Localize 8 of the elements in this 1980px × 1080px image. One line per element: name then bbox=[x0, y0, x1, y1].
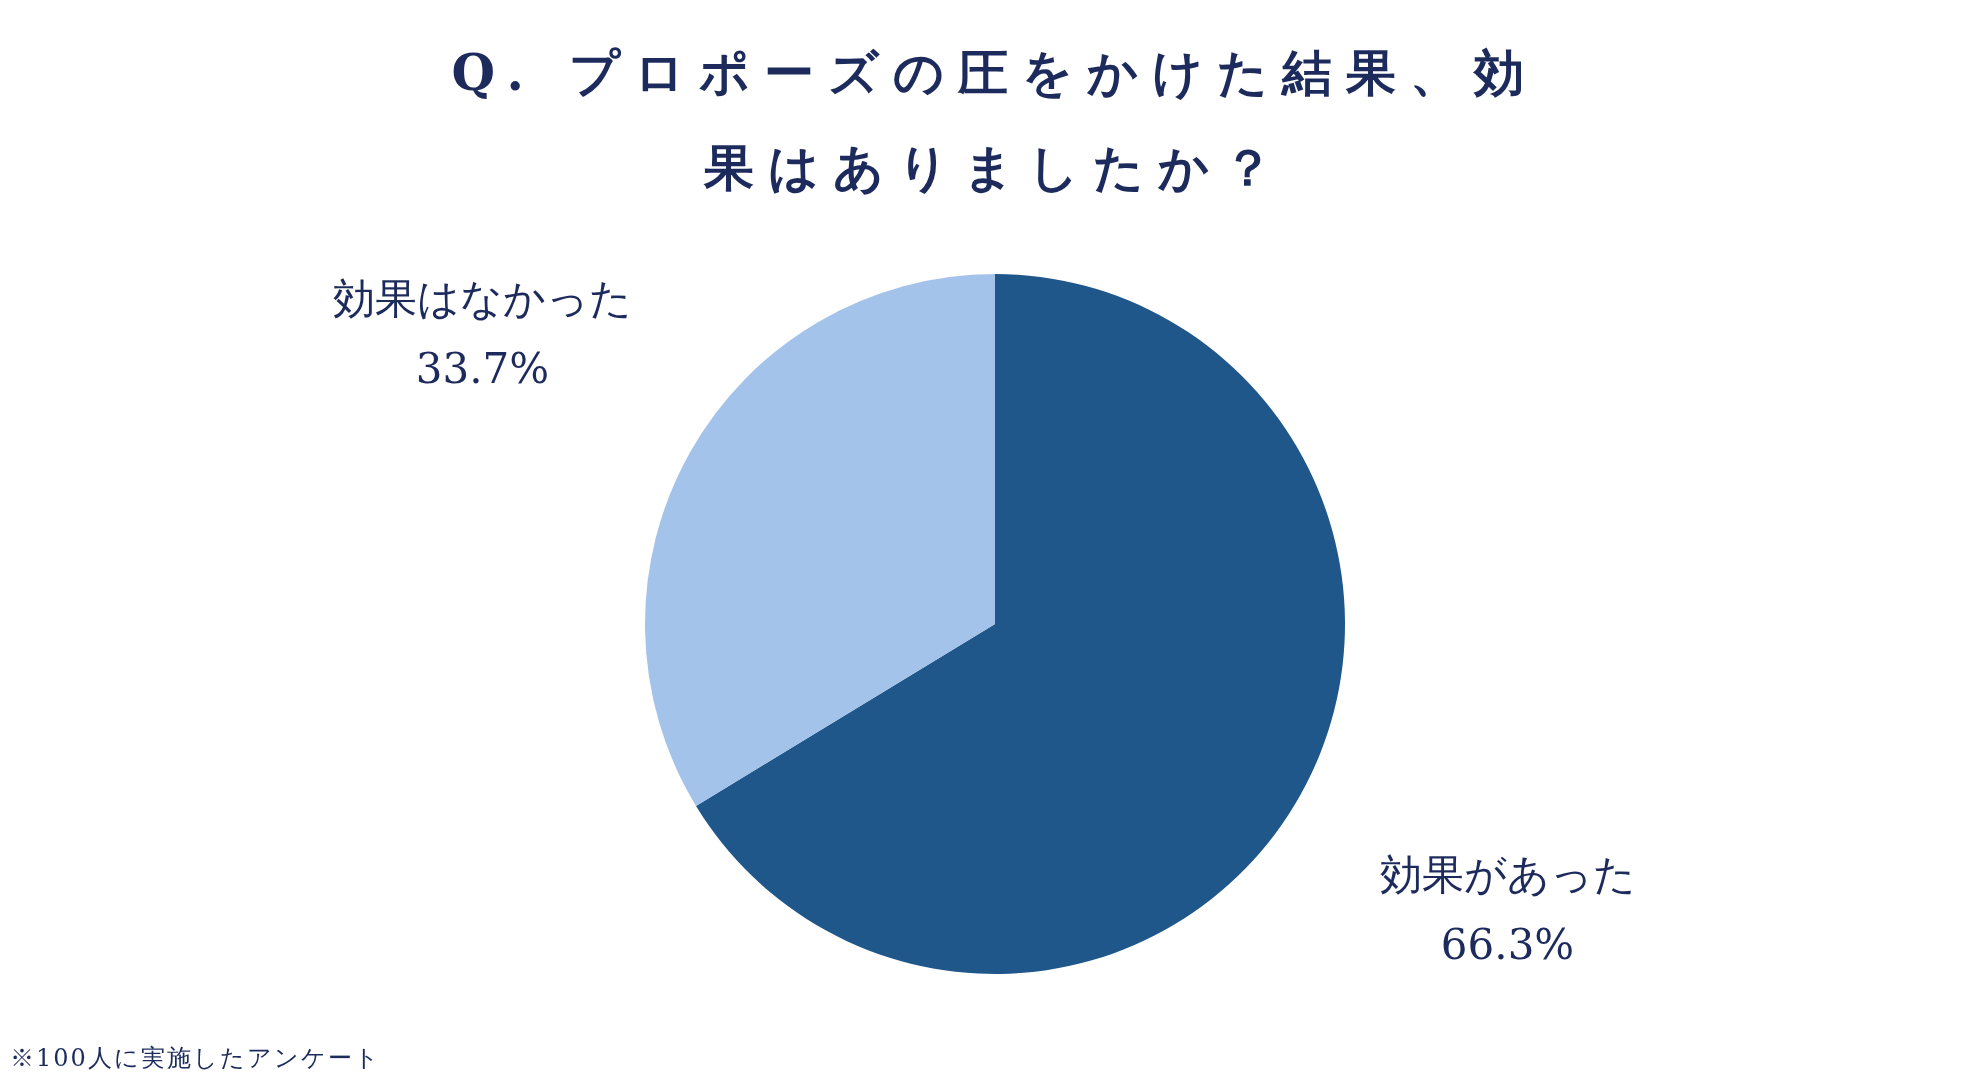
data-label: 33.7% bbox=[415, 343, 550, 393]
text: ※100人に実施したアンケート bbox=[10, 1043, 381, 1074]
pie-slice bbox=[645, 274, 995, 806]
data-label: 66.3% bbox=[1440, 920, 1575, 970]
pie-slice bbox=[696, 274, 1345, 974]
slice-label: 効果があった bbox=[1379, 850, 1636, 900]
slice-label: 効果はなかった bbox=[332, 273, 632, 323]
chart-title: Q. プロポーズの圧をかけた結果、効果はありましたか？ bbox=[450, 42, 1540, 199]
